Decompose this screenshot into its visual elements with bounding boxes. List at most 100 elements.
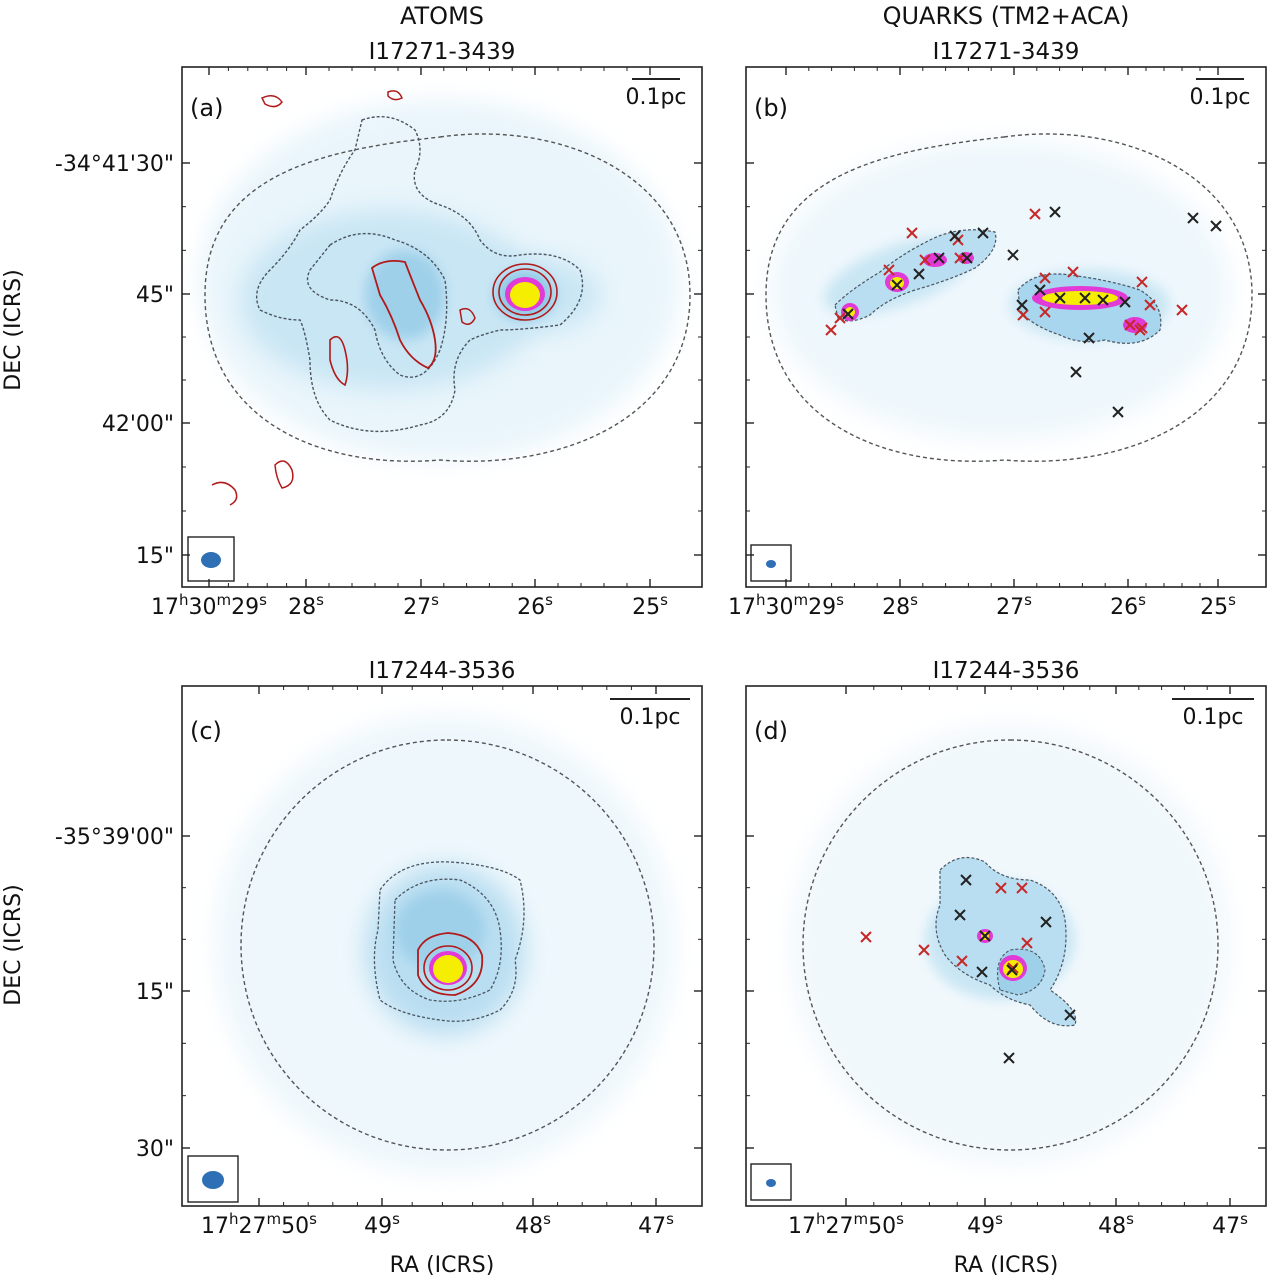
black-x-marker bbox=[961, 252, 973, 264]
panel-a-frame bbox=[181, 66, 703, 588]
red-x-marker bbox=[1039, 306, 1051, 318]
panel-a-title: I17271-3439 bbox=[369, 39, 516, 65]
panel-d-beam bbox=[766, 1179, 776, 1187]
panel-b-dashed-outline bbox=[765, 133, 1253, 462]
ylabel-top: DEC (ICRS) bbox=[1, 269, 26, 390]
red-x-marker bbox=[1136, 276, 1148, 288]
black-x-marker bbox=[976, 966, 988, 978]
panel-a-emission-map bbox=[200, 100, 680, 460]
black-x-marker bbox=[933, 252, 945, 264]
red-x-marker bbox=[919, 254, 931, 266]
black-x-marker bbox=[1003, 1052, 1015, 1064]
col-title-quarks: QUARKS (TM2+ACA) bbox=[883, 2, 1130, 30]
x-tick-label: 17h30m29s bbox=[728, 591, 844, 620]
panel-d-label: (d) bbox=[754, 717, 788, 745]
col-title-atoms: ATOMS bbox=[400, 2, 484, 30]
panel-a-red-contour-bottom bbox=[274, 460, 294, 489]
panel-b-emission-map bbox=[770, 140, 1230, 440]
panel-c-emission-map bbox=[215, 715, 675, 1175]
panel-a-label: (a) bbox=[190, 94, 223, 122]
ylabel-bottom: DEC (ICRS) bbox=[1, 884, 26, 1005]
red-x-marker bbox=[995, 882, 1007, 894]
black-x-marker bbox=[1210, 220, 1222, 232]
panel-c: (c) 0.1pc bbox=[181, 685, 703, 1207]
black-x-marker bbox=[1007, 249, 1019, 261]
x-tick-label: 17h30m29s bbox=[151, 591, 267, 620]
panel-c-scalebar-label: 0.1pc bbox=[619, 705, 680, 730]
red-x-marker bbox=[834, 312, 846, 324]
x-tick-label: 28s bbox=[288, 591, 324, 620]
x-tick-label: 47s bbox=[638, 1210, 674, 1239]
y-tick-label: 30" bbox=[136, 1137, 174, 1162]
black-x-marker bbox=[1034, 284, 1046, 296]
black-x-marker bbox=[1049, 206, 1061, 218]
black-x-marker bbox=[913, 268, 925, 280]
y-tick-label: 42'00" bbox=[102, 412, 174, 437]
panel-c-label: (c) bbox=[190, 717, 222, 745]
black-x-marker bbox=[1006, 964, 1018, 976]
panel-a-red-contour-bottomleft bbox=[211, 481, 238, 506]
panel-a-scalebar-label: 0.1pc bbox=[625, 85, 686, 110]
panel-a-red-contour-filament bbox=[370, 259, 437, 370]
black-x-marker bbox=[842, 308, 854, 320]
panel-a-red-contour-top bbox=[260, 95, 283, 108]
black-x-marker bbox=[1187, 212, 1199, 224]
panel-d-scalebar-label: 0.1pc bbox=[1182, 705, 1243, 730]
panel-a: (a) 0.1pc bbox=[181, 66, 703, 588]
panel-b-label: (b) bbox=[754, 94, 788, 122]
x-tick-label: 26s bbox=[517, 591, 553, 620]
xlabel-left: RA (ICRS) bbox=[390, 1253, 495, 1278]
x-tick-label: 27s bbox=[996, 591, 1032, 620]
red-x-marker bbox=[860, 931, 872, 943]
panel-c-dashed-outline bbox=[240, 739, 655, 1151]
panel-c-core bbox=[417, 932, 484, 996]
black-x-marker bbox=[1097, 294, 1109, 306]
panel-c-contour-mid bbox=[392, 878, 502, 1002]
x-tick-label: 25s bbox=[632, 591, 668, 620]
black-x-marker bbox=[1040, 916, 1052, 928]
xlabel-right: RA (ICRS) bbox=[954, 1253, 1059, 1278]
black-x-marker bbox=[891, 279, 903, 291]
black-x-marker bbox=[1064, 1009, 1076, 1021]
y-tick-label: -35°39'00" bbox=[55, 825, 174, 850]
red-x-marker bbox=[1134, 324, 1146, 336]
panel-b-markers bbox=[825, 206, 1222, 418]
red-x-marker bbox=[1124, 319, 1136, 331]
panel-d-contour bbox=[935, 856, 1077, 1027]
axis-tick-labels: 17h30m29s 28s 27s 26s 25s -34°41'30" 45" 42'00"… bbox=[55, 152, 1248, 1239]
panel-a-red-contour-right bbox=[459, 307, 476, 325]
red-x-marker bbox=[956, 955, 968, 967]
panel-a-contour-outer bbox=[256, 116, 584, 433]
x-tick-label: 48s bbox=[515, 1210, 551, 1239]
red-x-marker bbox=[906, 227, 918, 239]
x-tick-label: 25s bbox=[1200, 591, 1236, 620]
panel-d-title: I17244-3536 bbox=[933, 658, 1080, 684]
black-x-marker bbox=[1119, 296, 1131, 308]
red-x-marker bbox=[825, 324, 837, 336]
panel-a-red-contour-small bbox=[329, 335, 349, 387]
red-x-marker bbox=[1039, 272, 1051, 284]
y-tick-label: -34°41'30" bbox=[55, 152, 174, 177]
panel-d-frame bbox=[745, 685, 1267, 1207]
panel-a-core bbox=[492, 263, 558, 321]
black-x-marker bbox=[1112, 406, 1124, 418]
red-x-marker bbox=[1176, 304, 1188, 316]
y-tick-label: 15" bbox=[136, 980, 174, 1005]
black-x-marker bbox=[1079, 292, 1091, 304]
red-x-marker bbox=[1016, 882, 1028, 894]
black-x-marker bbox=[1016, 299, 1028, 311]
panel-b-frame bbox=[745, 66, 1267, 588]
black-x-marker bbox=[1070, 366, 1082, 378]
x-tick-label: 49s bbox=[364, 1210, 400, 1239]
panel-b-title: I17271-3439 bbox=[933, 39, 1080, 65]
x-tick-label: 27s bbox=[403, 591, 439, 620]
black-x-marker bbox=[954, 909, 966, 921]
x-tick-label: 17h27m50s bbox=[788, 1210, 904, 1239]
black-x-marker bbox=[1083, 332, 1095, 344]
black-x-marker bbox=[1054, 292, 1066, 304]
panel-c-title: I17244-3536 bbox=[369, 658, 516, 684]
panel-d-markers bbox=[860, 874, 1076, 1064]
panel-a-dashed-outline bbox=[204, 133, 691, 462]
y-tick-label: 15" bbox=[136, 544, 174, 569]
